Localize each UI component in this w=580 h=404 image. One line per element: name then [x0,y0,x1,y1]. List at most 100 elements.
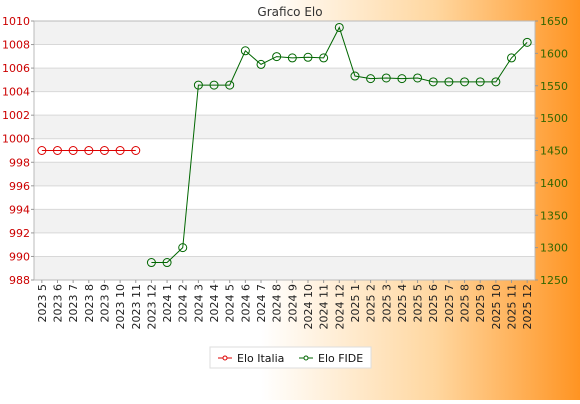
x-tick-label: 2025 1 [349,284,362,323]
data-point-elo-italia [99,146,109,155]
x-tick-label: 2024 4 [208,284,221,323]
grid-band [34,21,535,45]
legend-marker-italia [222,355,228,361]
x-tick-label: 2025 12 [521,284,534,330]
y-left-tick-label: 988 [9,274,30,287]
x-tick-label: 2023 10 [114,284,127,330]
data-point-elo-fide [381,73,391,83]
data-point-elo-fide [193,80,203,90]
grid-band [34,68,535,92]
legend-item-fide: Elo FIDE [299,352,363,365]
x-tick-label: 2024 6 [239,284,252,323]
x-tick-label: 2023 7 [67,284,80,323]
x-tick-label: 2025 5 [412,284,425,323]
y-right-tick-label: 1250 [540,274,568,287]
legend-label-fide: Elo FIDE [318,352,363,365]
data-point-elo-fide [428,77,438,87]
x-tick-label: 2025 2 [365,284,378,323]
x-tick-label: 2025 8 [459,284,472,323]
y-right-tick-label: 1550 [540,80,568,93]
data-point-elo-fide [350,71,360,81]
x-tick-label: 2025 3 [380,284,393,323]
legend-item-italia: Elo Italia [218,352,284,365]
x-tick-label: 2023 12 [145,284,158,330]
x-tick-label: 2024 9 [286,284,299,323]
data-point-elo-italia [37,146,47,155]
data-point-elo-fide [522,37,532,47]
y-left-tick-label: 1004 [2,86,30,99]
y-left-tick-label: 998 [9,156,30,169]
x-tick-label: 2024 10 [302,284,315,330]
x-tick-label: 2023 8 [83,284,96,323]
x-tick-label: 2023 5 [36,284,49,323]
x-tick-label: 2025 10 [490,284,503,330]
data-point-elo-italia [84,146,94,155]
y-right-tick-label: 1600 [540,47,568,60]
series-line-elo-fide [151,26,528,264]
data-point-elo-fide [240,46,250,56]
y-left-tick-label: 990 [9,250,30,263]
x-tick-label: 2024 5 [224,284,237,323]
data-point-elo-italia [131,146,141,155]
x-tick-label: 2024 12 [333,284,346,330]
data-point-elo-italia [68,146,78,155]
grid-band [34,209,535,233]
data-point-elo-fide [366,74,376,84]
x-tick-label: 2025 9 [474,284,487,323]
x-tick-label: 2025 11 [506,284,519,330]
data-point-elo-fide [256,59,266,69]
y-left-tick-label: 1002 [2,109,30,122]
x-tick-label: 2025 7 [443,284,456,323]
data-point-elo-fide [319,53,329,63]
y-right-tick-label: 1650 [540,15,568,28]
data-point-elo-fide [225,80,235,90]
data-point-elo-fide [303,52,313,62]
x-tick-label: 2024 8 [271,284,284,323]
y-left-tick-label: 1000 [2,133,30,146]
grid-band [34,162,535,186]
x-tick-label: 2025 4 [396,284,409,323]
data-point-elo-fide [287,53,297,63]
y-right-tick-label: 1400 [540,177,568,190]
y-left-tick-label: 1008 [2,39,30,52]
grid-band [34,115,535,139]
data-point-elo-fide [209,80,219,90]
y-right-tick-label: 1300 [540,242,568,255]
x-tick-label: 2023 9 [98,284,111,323]
legend-marker-fide [303,355,309,361]
data-point-elo-fide [460,77,470,87]
data-point-elo-fide [334,22,344,32]
grid-band [34,256,535,280]
y-right-tick-label: 1500 [540,112,568,125]
data-point-elo-fide [397,74,407,84]
data-point-elo-fide [146,258,156,268]
data-point-elo-fide [507,53,517,63]
data-point-elo-fide [272,52,282,62]
x-tick-label: 2025 6 [427,284,440,323]
y-left-tick-label: 1010 [2,15,30,28]
y-left-tick-label: 992 [9,227,30,240]
data-point-elo-italia [52,146,62,155]
y-right-tick-label: 1350 [540,209,568,222]
data-point-elo-fide [475,77,485,87]
x-tick-label: 2024 7 [255,284,268,323]
x-tick-label: 2024 1 [161,284,174,323]
x-tick-label: 2024 11 [318,284,331,330]
y-left-tick-label: 994 [9,203,30,216]
y-left-tick-label: 1006 [2,62,30,75]
x-tick-label: 2024 2 [177,284,190,323]
data-point-elo-fide [162,258,172,268]
data-point-elo-fide [444,77,454,87]
legend-box [209,346,372,369]
y-left-tick-label: 996 [9,180,30,193]
x-tick-label: 2023 6 [51,284,64,323]
data-point-elo-fide [491,77,501,87]
legend-label-italia: Elo Italia [237,352,284,365]
x-tick-label: 2024 3 [192,284,205,323]
legend: Elo Italia Elo FIDE [209,346,372,369]
data-point-elo-italia [115,146,125,155]
data-point-elo-fide [413,73,423,83]
data-point-elo-fide [178,243,188,253]
x-tick-label: 2023 11 [130,284,143,330]
